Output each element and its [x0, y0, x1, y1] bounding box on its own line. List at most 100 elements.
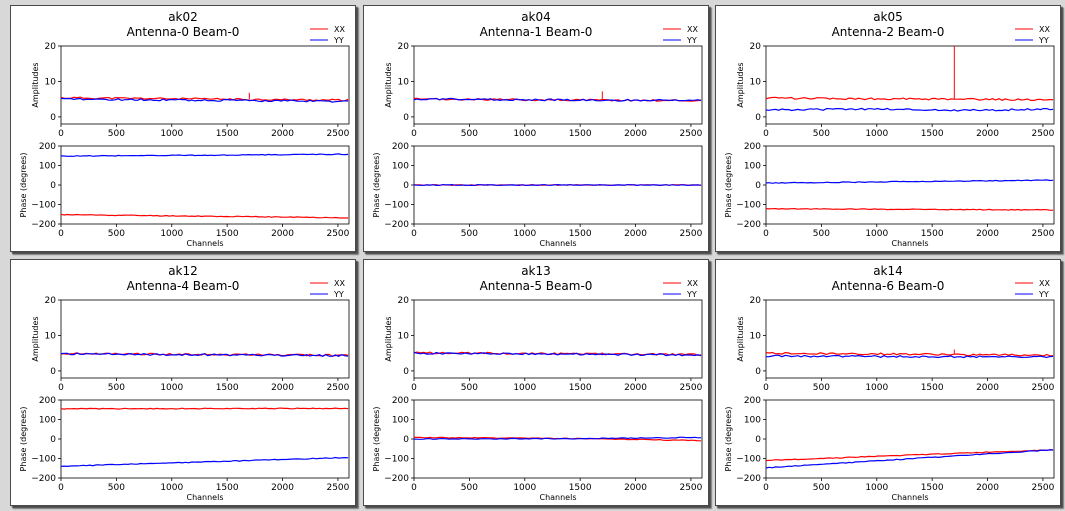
phase-series-yy [60, 456, 349, 468]
amp-y-tick-label: 0 [50, 367, 56, 377]
amp-x-tick-label: 1000 [865, 129, 888, 139]
phase-y-tick-label: 100 [392, 416, 409, 426]
amp-x-tick-label: 0 [411, 129, 417, 139]
phase-y-tick-label: −200 [736, 220, 761, 230]
phase-y-tick-label: 200 [392, 142, 409, 152]
phase-x-tick-label: 1500 [921, 229, 944, 239]
amp-x-tick-label: 1500 [921, 383, 944, 393]
amp-x-tick-label: 2500 [326, 383, 349, 393]
plot-title-antenna-beam: Antenna-0 Beam-0 [127, 25, 240, 39]
x-axis-label: Channels [186, 493, 223, 502]
amp-x-tick-label: 2500 [679, 383, 702, 393]
plot-title-station: ak04 [521, 10, 551, 24]
phase-axes [60, 399, 350, 479]
phase-x-tick-label: 2500 [1031, 483, 1054, 493]
amp-x-tick-label: 1000 [513, 129, 536, 139]
amp-x-tick-label: 1500 [216, 129, 239, 139]
phase-y-tick-label: 0 [403, 435, 409, 445]
amp-y-axis-label: Amplitudes [31, 316, 40, 361]
phase-x-tick-label: 2000 [624, 483, 647, 493]
amp-x-tick-label: 2000 [271, 129, 294, 139]
phase-series-yy [765, 179, 1054, 184]
x-axis-label: Channels [891, 239, 928, 248]
amp-x-tick-label: 1000 [513, 383, 536, 393]
phase-y-tick-label: −200 [31, 220, 56, 230]
amp-y-tick-label: 10 [750, 331, 762, 341]
amp-x-tick-label: 0 [763, 129, 769, 139]
legend-label-yy: YY [333, 290, 344, 299]
amp-y-tick-label: 10 [398, 77, 410, 87]
plot-title-antenna-beam: Antenna-5 Beam-0 [480, 279, 593, 293]
legend-label-xx: XX [334, 25, 345, 34]
phase-x-tick-label: 1000 [160, 483, 183, 493]
phase-x-tick-label: 2000 [271, 483, 294, 493]
phase-x-tick-label: 0 [411, 229, 417, 239]
phase-series-xx [765, 449, 1054, 462]
antenna-plot-panel: ak14 Antenna-6 Beam-0 XX YY 0 0 500 500 1000 1000… [715, 259, 1061, 506]
amp-x-tick-label: 0 [58, 129, 64, 139]
amplitude-axes [765, 299, 1055, 379]
phase-series-yy [765, 449, 1054, 469]
phase-x-tick-label: 2000 [976, 229, 999, 239]
amp-y-tick-label: 20 [750, 42, 762, 52]
plot-title-antenna-beam: Antenna-6 Beam-0 [832, 279, 945, 293]
amp-y-tick-label: 20 [398, 42, 410, 52]
legend-label-xx: XX [1039, 279, 1050, 288]
phase-axes [765, 399, 1055, 479]
phase-x-tick-label: 500 [813, 229, 830, 239]
amp-x-tick-label: 2000 [271, 383, 294, 393]
amplitude-axes [413, 45, 703, 125]
phase-y-axis-label: Phase (degrees) [724, 407, 733, 472]
x-axis-label: Channels [539, 493, 576, 502]
amp-x-tick-label: 0 [411, 383, 417, 393]
phase-y-axis-label: Phase (degrees) [724, 153, 733, 218]
phase-y-tick-label: 200 [744, 396, 761, 406]
phase-y-tick-label: 0 [403, 181, 409, 191]
x-axis-label: Channels [539, 239, 576, 248]
phase-x-tick-label: 1500 [921, 483, 944, 493]
phase-x-tick-label: 2000 [271, 229, 294, 239]
phase-x-tick-label: 1500 [569, 229, 592, 239]
phase-y-axis-label: Phase (degrees) [19, 407, 28, 472]
antenna-plot-panel: ak02 Antenna-0 Beam-0 XX YY 0 0 500 500 1000 1000… [10, 5, 356, 252]
amp-y-axis-label: Amplitudes [736, 62, 745, 107]
amplitude-axes [765, 45, 1055, 125]
phase-y-tick-label: −200 [31, 474, 56, 484]
amplitude-series-yy [60, 352, 349, 357]
phase-series-xx [60, 407, 349, 410]
phase-y-tick-label: 200 [392, 396, 409, 406]
phase-y-tick-label: −100 [31, 201, 56, 211]
legend-label-yy: YY [1038, 290, 1049, 299]
plot-title-antenna-beam: Antenna-4 Beam-0 [127, 279, 240, 293]
amp-y-tick-label: 10 [45, 331, 57, 341]
amp-y-tick-label: 0 [403, 367, 409, 377]
legend-label-yy: YY [686, 290, 697, 299]
phase-x-tick-label: 1000 [865, 229, 888, 239]
antenna-plot-panel: ak12 Antenna-4 Beam-0 XX YY 0 0 500 500 1000 1000… [10, 259, 356, 506]
amp-x-tick-label: 1500 [569, 383, 592, 393]
phase-x-tick-label: 2500 [679, 229, 702, 239]
phase-series-yy [413, 183, 702, 187]
plot-title-station: ak13 [521, 264, 551, 278]
amp-y-tick-label: 10 [398, 331, 410, 341]
phase-y-tick-label: 100 [744, 162, 761, 172]
plot-title-antenna-beam: Antenna-1 Beam-0 [480, 25, 593, 39]
amp-y-axis-label: Amplitudes [384, 316, 393, 361]
amp-y-tick-label: 20 [398, 296, 410, 306]
phase-x-tick-label: 1000 [160, 229, 183, 239]
antenna-plot-panel: ak13 Antenna-5 Beam-0 XX YY 0 0 500 500 1000 1000… [363, 259, 709, 506]
x-axis-label: Channels [186, 239, 223, 248]
amp-x-tick-label: 2500 [1031, 129, 1054, 139]
phase-y-tick-label: −100 [384, 201, 409, 211]
amp-x-tick-label: 1500 [569, 129, 592, 139]
amp-x-tick-label: 1000 [160, 129, 183, 139]
phase-x-tick-label: 500 [108, 229, 125, 239]
amp-y-tick-label: 20 [45, 42, 57, 52]
amp-x-tick-label: 2000 [976, 383, 999, 393]
legend-label-yy: YY [686, 36, 697, 45]
amp-x-tick-label: 1500 [921, 129, 944, 139]
phase-x-tick-label: 0 [411, 483, 417, 493]
